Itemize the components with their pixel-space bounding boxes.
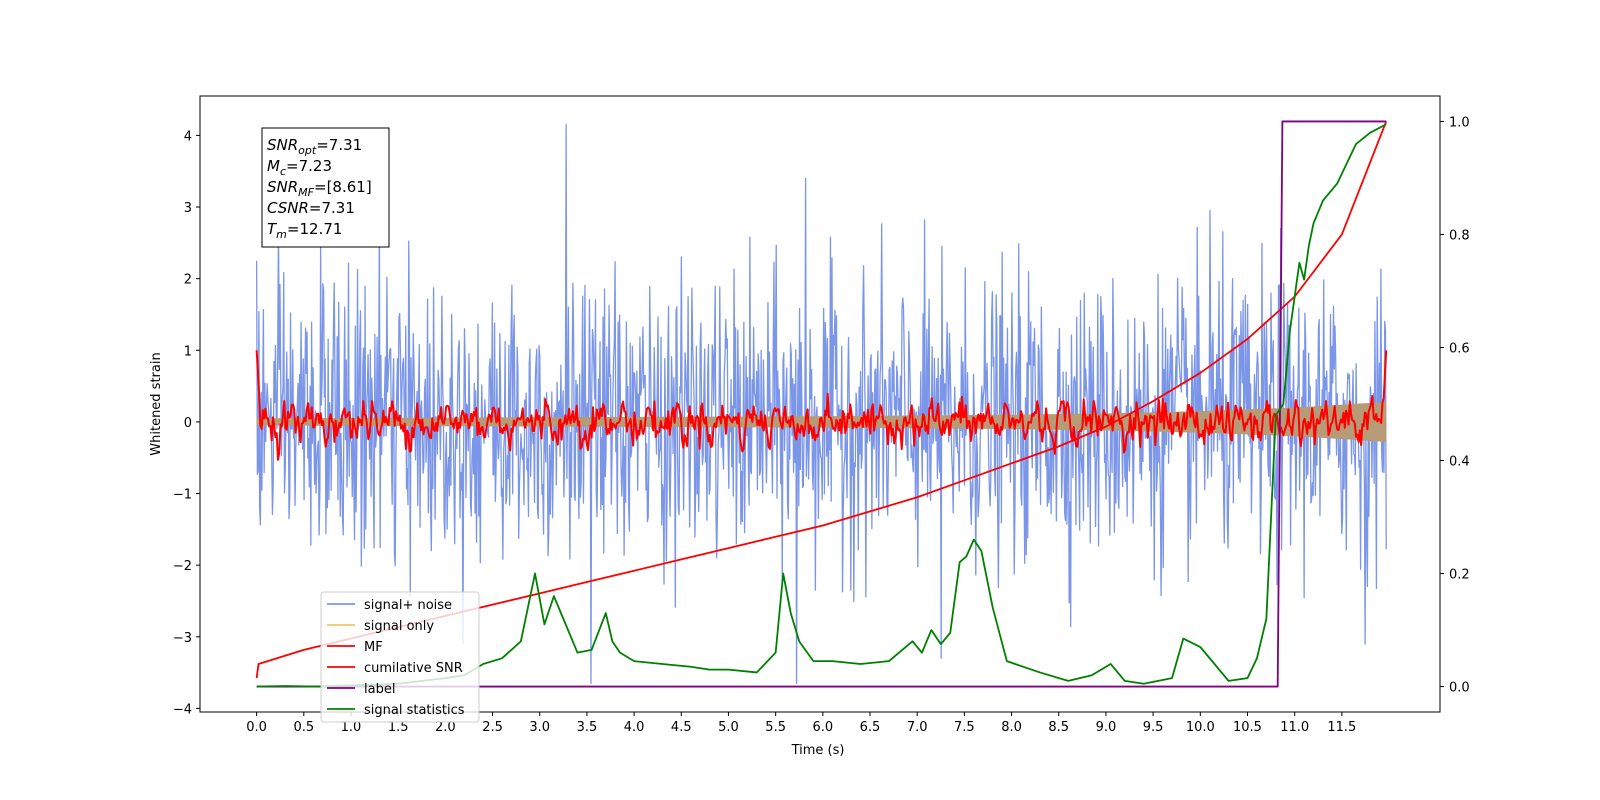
x-tick-label: 7.5 — [954, 720, 975, 735]
legend-label: signal only — [364, 619, 434, 634]
y-axis-right: 0.0 0.2 0.4 0.6 0.8 1.0 — [1440, 115, 1470, 696]
legend-label: signal statistics — [364, 703, 465, 718]
legend: signal+ noise signal only MF cumilative SNR… — [320, 591, 480, 723]
y-axis-left: −4 −3 −2 −1 0 1 2 3 4 — [173, 129, 200, 717]
x-tick-label: 9.5 — [1143, 720, 1164, 735]
y-right-tick-label: 0.4 — [1449, 455, 1470, 470]
x-tick-label: 1.5 — [388, 720, 409, 735]
y-tick-label: 3 — [184, 201, 192, 216]
legend-label: MF — [364, 640, 383, 655]
y-tick-label: −1 — [173, 488, 192, 503]
x-tick-label: 7.0 — [907, 720, 928, 735]
legend-label: label — [364, 682, 395, 697]
info-line: Mc=7.23 — [267, 157, 332, 178]
series-signal-statistics — [256, 123, 1387, 688]
info-line: CSNR=7.31 — [267, 199, 355, 217]
info-line: SNRMF=[8.61] — [267, 178, 372, 199]
x-tick-label: 10.5 — [1233, 720, 1262, 735]
y-right-tick-label: 1.0 — [1449, 115, 1470, 130]
x-tick-label: 6.5 — [860, 720, 881, 735]
x-tick-label: 3.5 — [577, 720, 598, 735]
info-box-frame — [261, 127, 390, 248]
y-right-tick-label: 0.2 — [1449, 568, 1470, 583]
y-right-tick-label: 0.6 — [1449, 341, 1470, 356]
x-tick-label: 2.5 — [482, 720, 503, 735]
x-tick-label: 11.0 — [1280, 720, 1309, 735]
x-tick-label: 3.0 — [529, 720, 550, 735]
legend-label: signal+ noise — [364, 598, 452, 613]
plot-frame — [199, 95, 1441, 713]
x-tick-label: 2.0 — [435, 720, 456, 735]
y-tick-label: 4 — [184, 129, 192, 144]
x-tick-label: 8.5 — [1048, 720, 1069, 735]
y-tick-label: −2 — [173, 559, 192, 574]
x-axis-label: Time (s) — [791, 743, 845, 758]
series-label — [256, 120, 1387, 688]
x-tick-label: 0.0 — [246, 720, 267, 735]
x-tick-label: 5.0 — [718, 720, 739, 735]
y-tick-label: 2 — [184, 273, 192, 288]
y-right-tick-label: 0.0 — [1449, 681, 1470, 696]
x-axis: 0.0 0.5 1.0 1.5 2.0 2.5 3.0 3.5 4.0 4.5 5.0 5.5 6.0 6… — [246, 712, 1356, 735]
y-axis-label: Whitened strain — [149, 352, 164, 455]
x-tick-label: 0.5 — [293, 720, 314, 735]
legend-frame — [320, 591, 480, 723]
info-line: Tm=12.71 — [267, 220, 342, 241]
info-line: SNRopt=7.31 — [267, 136, 362, 157]
x-tick-label: 8.0 — [1001, 720, 1022, 735]
x-tick-label: 1.0 — [341, 720, 362, 735]
x-tick-label: 11.5 — [1327, 720, 1356, 735]
y-tick-label: 0 — [184, 416, 192, 431]
x-tick-label: 9.0 — [1096, 720, 1117, 735]
series-signal-noise — [255, 124, 1387, 684]
x-tick-label: 6.0 — [812, 720, 833, 735]
series-mf — [255, 350, 1388, 461]
y-tick-label: 1 — [184, 344, 192, 359]
legend-label: cumilative SNR — [364, 661, 463, 676]
x-tick-label: 5.5 — [765, 720, 786, 735]
y-tick-label: −4 — [173, 702, 192, 717]
x-tick-label: 4.5 — [671, 720, 692, 735]
y-tick-label: −3 — [173, 631, 192, 646]
y-right-tick-label: 0.8 — [1449, 228, 1470, 243]
x-tick-label: 4.0 — [624, 720, 645, 735]
x-tick-label: 10.0 — [1186, 720, 1215, 735]
